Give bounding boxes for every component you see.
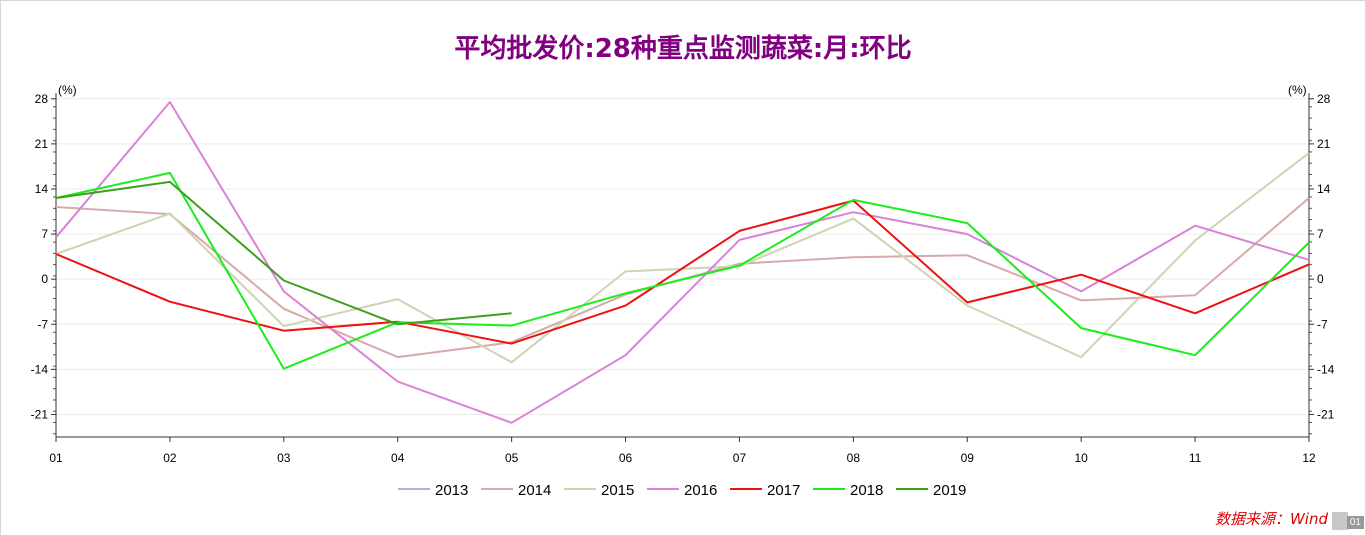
- series-line-2018: [55, 171, 1310, 370]
- y-tick-label-right: 7: [1317, 227, 1324, 241]
- y-tick-label-left: -14: [31, 362, 49, 376]
- x-tick-label: 03: [277, 451, 291, 465]
- axes: (%) (%) 28 28 21 21 14 14 7 7 0 0 -7 -7 -14 -14 -21 -21…: [31, 83, 1335, 465]
- x-tick-label: 01: [49, 451, 63, 465]
- y-tick-label-left: -7: [37, 317, 48, 331]
- y-tick-label-right: -14: [1317, 362, 1335, 376]
- series-line-2014: [55, 197, 1310, 359]
- page-number: 01: [1346, 516, 1364, 529]
- legend-label-2013: 2013: [435, 482, 468, 499]
- left-axis-unit: (%): [58, 83, 77, 97]
- x-tick-label: 08: [847, 451, 861, 465]
- legend-label-2019: 2019: [933, 482, 966, 499]
- legend-label-2016: 2016: [684, 482, 717, 499]
- x-tick-label: 05: [505, 451, 519, 465]
- legend-label-2018: 2018: [850, 482, 883, 499]
- y-tick-label-right: 28: [1317, 92, 1331, 106]
- legend-label-2017: 2017: [767, 482, 800, 499]
- x-tick-label: 07: [733, 451, 747, 465]
- y-tick-label-left: 0: [41, 272, 48, 286]
- y-tick-label-left: 21: [35, 137, 49, 151]
- data-source-label: 数据来源：Wind: [1214, 510, 1328, 528]
- series-line-2017: [55, 199, 1310, 345]
- x-tick-label: 02: [163, 451, 177, 465]
- series-line-2019: [55, 180, 512, 326]
- y-tick-label-right: 21: [1317, 137, 1331, 151]
- x-tick-label: 09: [961, 451, 975, 465]
- series-line-2016: [55, 101, 1310, 424]
- legend-label-2015: 2015: [601, 482, 634, 499]
- right-axis-unit: (%): [1288, 83, 1307, 97]
- corner-badge: [1332, 512, 1348, 530]
- legend-label-2014: 2014: [518, 482, 551, 499]
- y-tick-label-right: 0: [1317, 272, 1324, 286]
- y-tick-label-right: -21: [1317, 407, 1335, 421]
- y-tick-label-right: 14: [1317, 182, 1331, 196]
- y-tick-label-left: 14: [35, 182, 49, 196]
- y-tick-label-left: 7: [41, 227, 48, 241]
- x-tick-label: 06: [619, 451, 633, 465]
- series-lines: [55, 101, 1310, 424]
- y-tick-label-left: -21: [31, 407, 49, 421]
- x-tick-label: 10: [1075, 451, 1089, 465]
- series-line-2015: [55, 152, 1310, 364]
- chart-title: 平均批发价:28种重点监测蔬菜:月:环比: [454, 34, 912, 64]
- x-tick-label: 12: [1302, 451, 1316, 465]
- legend: 2013 2014 2015 2016 2017 2018 2019: [398, 482, 966, 499]
- x-tick-label: 11: [1189, 451, 1202, 465]
- y-tick-label-right: -7: [1317, 317, 1328, 331]
- x-tick-label: 04: [391, 451, 405, 465]
- y-tick-label-left: 28: [35, 92, 49, 106]
- gridlines: [56, 98, 1309, 415]
